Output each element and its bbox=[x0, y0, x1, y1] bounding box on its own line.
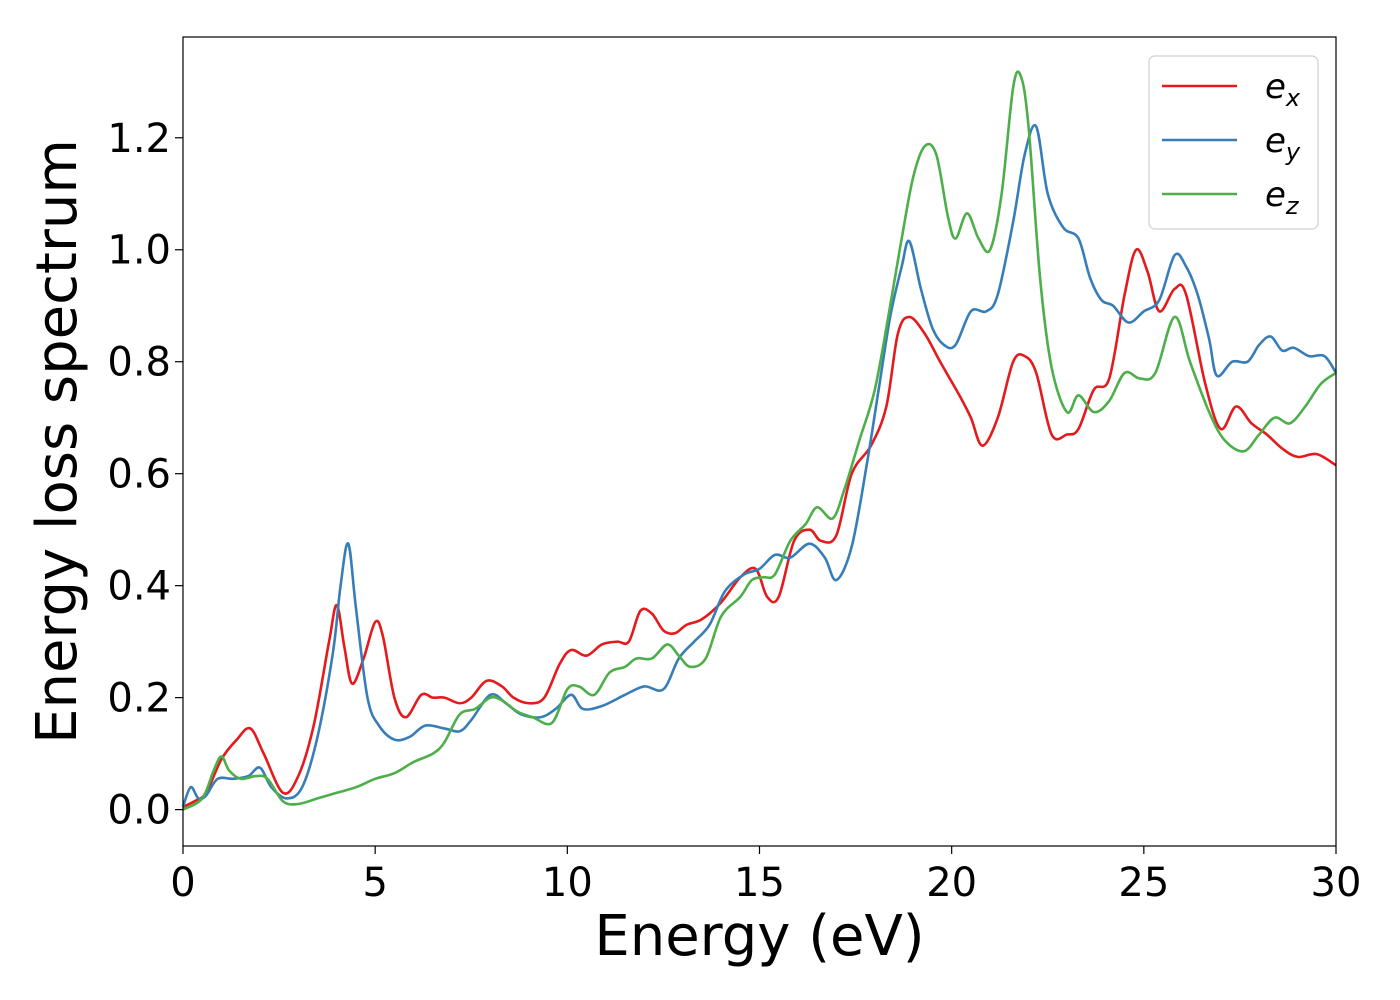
legend-label-y: ey bbox=[1265, 121, 1301, 166]
y-tick-label: 0.0 bbox=[107, 788, 171, 834]
x-tick-label: 30 bbox=[1311, 860, 1362, 906]
y-tick-label: 0.4 bbox=[107, 564, 171, 610]
y-tick-label: 0.8 bbox=[107, 340, 171, 386]
x-axis-title: Energy (eV) bbox=[594, 904, 924, 969]
x-tick-label: 5 bbox=[362, 860, 387, 906]
x-tick-label: 0 bbox=[170, 860, 195, 906]
series-line-y bbox=[181, 123, 1338, 808]
legend-label-z: ez bbox=[1265, 175, 1300, 220]
y-tick-label: 1.0 bbox=[107, 228, 171, 274]
series-layer bbox=[181, 70, 1338, 811]
legend: ex ey ez bbox=[1148, 55, 1319, 230]
legend-label-x: ex bbox=[1265, 67, 1301, 112]
x-axis-ticks: 0 5 10 15 20 25 30 bbox=[170, 846, 1361, 906]
y-axis-title: Energy loss spectrum bbox=[25, 139, 90, 744]
y-tick-label: 0.2 bbox=[107, 676, 171, 722]
x-tick-label: 25 bbox=[1118, 860, 1169, 906]
y-tick-label: 0.6 bbox=[107, 452, 171, 498]
series-line-x bbox=[182, 247, 1337, 808]
x-tick-label: 15 bbox=[734, 860, 785, 906]
y-axis-ticks: 0.0 0.2 0.4 0.6 0.8 1.0 1.2 bbox=[107, 116, 183, 834]
y-tick-label: 1.2 bbox=[107, 116, 171, 162]
x-tick-label: 10 bbox=[542, 860, 593, 906]
series-line-z bbox=[182, 70, 1337, 811]
x-tick-label: 20 bbox=[926, 860, 977, 906]
legend-box bbox=[1148, 55, 1319, 230]
